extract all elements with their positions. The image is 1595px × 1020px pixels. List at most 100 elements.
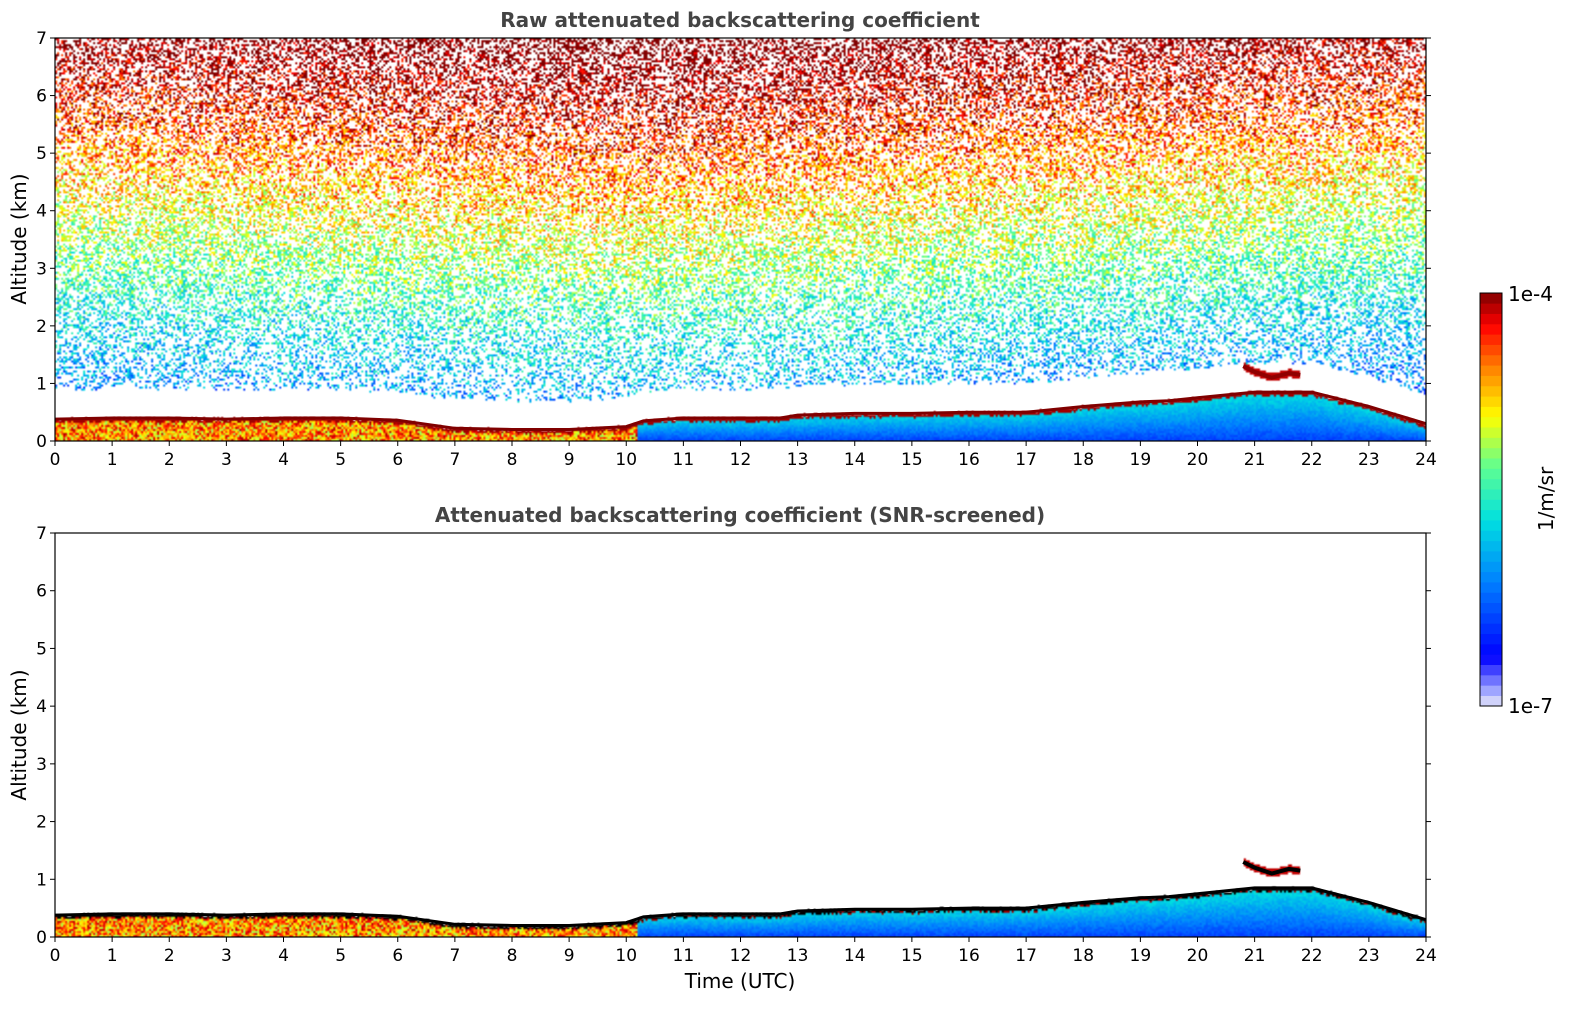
colorbar: 1e-4 1e-7 1/m/sr [1479,282,1558,718]
colorbar-band [1480,561,1502,573]
bottom-x-tick-label: 16 [958,946,980,966]
bottom-x-tick-label: 5 [335,946,346,966]
bottom-x-tick-label: 22 [1301,946,1323,966]
top-x-tick-label: 10 [615,450,637,470]
top-x-tick-label: 0 [50,450,61,470]
bottom-y-tick-label: 5 [36,639,47,659]
top-x-tick-label: 20 [1187,450,1209,470]
bottom-x-tick-label: 7 [449,946,460,966]
colorbar-band [1480,313,1502,325]
bottom-x-tick-label: 24 [1415,946,1437,966]
bottom-x-tick-label: 9 [564,946,575,966]
colorbar-band [1480,365,1502,376]
bottom-x-tick-label: 14 [844,946,866,966]
top-y-tick-label: 7 [36,29,47,49]
bottom-x-tick-label: 18 [1072,946,1094,966]
bottom-boundary-layer-top-line [54,886,1427,927]
top-x-tick-label: 1 [107,450,118,470]
colorbar-band [1480,334,1502,345]
colorbar-band [1480,571,1502,583]
colorbar-band [1480,416,1502,428]
top-x-tick-label: 12 [730,450,752,470]
top-heatmap-marks [54,364,1427,431]
colorbar-band [1480,520,1502,531]
colorbar-band [1480,654,1502,666]
top-x-tick-label: 23 [1358,450,1380,470]
colorbar-band [1480,375,1502,387]
colorbar-band [1480,582,1502,593]
bottom-x-tick-label: 21 [1244,946,1266,966]
top-y-tick-label: 4 [36,202,47,222]
bottom-x-tick-label: 1 [107,946,118,966]
colorbar-band [1480,592,1502,604]
bottom-y-tick-label: 2 [36,813,47,833]
colorbar-band [1480,354,1502,366]
colorbar-band [1480,489,1502,500]
top-x-tick-label: 22 [1301,450,1323,470]
top-x-tick-label: 17 [1015,450,1037,470]
bottom-heatmap-image [55,533,1426,937]
top-x-tick-label: 9 [564,450,575,470]
colorbar-band [1480,499,1502,511]
colorbar-band [1480,344,1502,356]
bottom-x-tick-label: 20 [1187,946,1209,966]
bottom-x-tick-label: 0 [50,946,61,966]
bottom-x-tick-label: 6 [392,946,403,966]
bottom-heatmap-marks [54,860,1427,927]
top-x-tick-label: 7 [449,450,460,470]
bottom-y-tick-label: 4 [36,697,47,717]
bottom-y-tick-label: 1 [36,870,47,890]
colorbar-band [1480,293,1502,304]
colorbar-unit-label: 1/m/sr [1534,466,1558,531]
top-x-tick-label: 13 [787,450,809,470]
bottom-y-tick-label: 6 [36,582,47,602]
bottom-x-tick-label: 19 [1130,946,1152,966]
colorbar-band [1480,396,1502,407]
top-x-tick-label: 2 [164,450,175,470]
top-y-tick-label: 0 [36,432,47,452]
top-x-tick-label: 6 [392,450,403,470]
top-elevated-layer-line [1242,364,1301,380]
colorbar-min-label: 1e-7 [1508,694,1553,718]
bottom-x-tick-label: 12 [730,946,752,966]
bottom-panel-title: Attenuated backscattering coefficient (S… [435,503,1045,527]
colorbar-band [1480,427,1502,438]
top-x-tick-label: 8 [507,450,518,470]
bottom-x-tick-label: 3 [221,946,232,966]
top-x-tick-label: 14 [844,450,866,470]
colorbar-band [1480,675,1502,686]
colorbar-band [1480,644,1502,655]
colorbar-band [1480,613,1502,624]
top-x-tick-label: 11 [673,450,695,470]
top-x-tick-label: 18 [1072,450,1094,470]
x-axis-label: Time (UTC) [684,969,796,993]
top-x-tick-label: 24 [1415,450,1437,470]
bottom-x-tick-label: 10 [615,946,637,966]
bottom-x-tick-label: 17 [1015,946,1037,966]
bottom-x-tick-label: 11 [673,946,695,966]
top-x-tick-label: 15 [901,450,923,470]
colorbar-band [1480,478,1502,490]
bottom-y-axis-label: Altitude (km) [7,669,31,800]
top-x-tick-label: 4 [278,450,289,470]
top-x-tick-label: 3 [221,450,232,470]
colorbar-band [1480,468,1502,480]
top-y-tick-label: 6 [36,87,47,107]
colorbar-band [1480,458,1502,469]
bottom-elevated-layer-line [1242,860,1301,876]
colorbar-band [1480,633,1502,645]
bottom-x-tick-label: 15 [901,946,923,966]
top-panel-title: Raw attenuated backscattering coefficien… [500,8,980,32]
colorbar-band [1480,406,1502,418]
top-x-tick-label: 19 [1130,450,1152,470]
top-y-tick-label: 2 [36,317,47,337]
colorbar-band [1480,664,1502,676]
bottom-y-tick-label: 0 [36,928,47,948]
bottom-y-tick-label: 3 [36,755,47,775]
top-y-axis-label: Altitude (km) [7,173,31,304]
bottom-y-tick-label: 7 [36,524,47,544]
colorbar-band [1480,437,1502,449]
bottom-x-tick-label: 8 [507,946,518,966]
bottom-x-tick-label: 4 [278,946,289,966]
